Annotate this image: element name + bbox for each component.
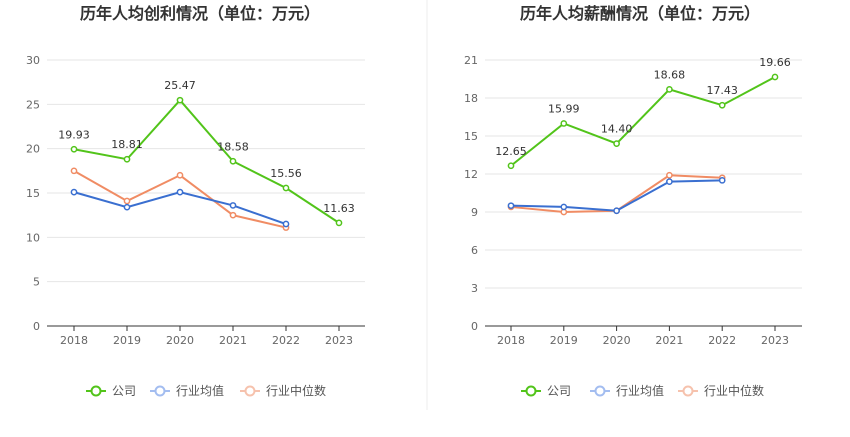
data-label: 11.63: [323, 202, 355, 215]
data-point: [718, 101, 726, 109]
data-point: [123, 197, 131, 205]
x-tick-label: 2018: [497, 334, 525, 347]
data-point: [507, 202, 515, 210]
data-label: 14.40: [601, 123, 633, 136]
x-tick-label: 2022: [272, 334, 300, 347]
profit-chart: 历年人均创利情况（单位：万元） 0 5 10 15 20 25 30 2018 2019 2020…: [26, 4, 365, 347]
y-tick-label: 15: [464, 130, 478, 143]
data-point: [70, 188, 78, 196]
y-tick-label: 15: [26, 187, 40, 200]
x-tick-label: 2020: [603, 334, 631, 347]
legend-marker-icon: [90, 385, 102, 397]
series-line-company: [510, 76, 776, 167]
x-tick-label: 2023: [325, 334, 353, 347]
legend-marker-icon: [682, 385, 694, 397]
legend-marker-icon: [154, 385, 166, 397]
x-tick-label: 2021: [219, 334, 247, 347]
legend-item-company[interactable]: 公司: [521, 384, 571, 398]
data-point: [282, 220, 290, 228]
legend-label: 公司: [547, 384, 571, 398]
legend-label: 行业均值: [176, 383, 224, 398]
y-tick-label: 5: [33, 276, 40, 289]
data-label: 18.68: [654, 68, 686, 81]
series-line-company: [73, 98, 340, 224]
y-tick-label: 21: [464, 54, 478, 67]
legend-marker-icon: [244, 385, 256, 397]
chart-title: 历年人均创利情况（单位：万元）: [80, 4, 320, 23]
y-tick-label: 0: [33, 320, 40, 333]
x-tick-label: 2019: [113, 334, 141, 347]
salary-chart: 历年人均薪酬情况（单位：万元） 0 3 6 9 12 15 18 21 2018 2019 2020…: [464, 4, 802, 347]
y-tick-label: 6: [471, 244, 478, 257]
data-label: 19.66: [759, 56, 791, 69]
legend-item-industry-mean[interactable]: 行业均值: [590, 383, 664, 398]
data-point: [507, 162, 515, 170]
data-label: 19.93: [58, 128, 90, 141]
x-tick-label: 2019: [550, 334, 578, 347]
y-tick-label: 0: [471, 320, 478, 333]
legend-label: 行业中位数: [704, 383, 764, 398]
y-tick-label: 25: [26, 98, 40, 111]
data-label: 12.65: [495, 145, 527, 158]
data-point: [560, 203, 568, 211]
chart-title: 历年人均薪酬情况（单位：万元）: [520, 4, 760, 23]
legend: 公司 行业均值 行业中位数: [521, 383, 764, 398]
data-point: [229, 157, 237, 165]
x-tick-label: 2021: [655, 334, 683, 347]
data-point: [666, 178, 673, 185]
x-tick-label: 2020: [166, 334, 194, 347]
y-tick-label: 20: [26, 143, 40, 156]
legend-item-company[interactable]: 公司: [86, 384, 136, 398]
y-tick-label: 30: [26, 54, 40, 67]
data-point: [335, 219, 343, 227]
legend-item-industry-mean[interactable]: 行业均值: [150, 383, 224, 398]
y-tick-label: 10: [26, 231, 40, 244]
legend-item-industry-median[interactable]: 行业中位数: [240, 383, 326, 398]
data-label: 25.47: [164, 79, 196, 92]
data-point: [560, 120, 568, 127]
data-point: [70, 167, 78, 175]
data-label: 18.58: [217, 140, 249, 153]
data-label: 17.43: [706, 84, 738, 97]
x-tick-label: 2018: [60, 334, 88, 347]
data-label: 18.81: [111, 138, 143, 151]
data-label: 15.99: [548, 102, 580, 115]
data-point: [613, 207, 620, 215]
data-point: [282, 184, 290, 192]
legend-item-industry-median[interactable]: 行业中位数: [678, 383, 764, 398]
data-point: [176, 188, 184, 196]
data-label: 15.56: [270, 167, 302, 180]
series-line-industry-median: [73, 169, 287, 229]
legend-label: 行业均值: [616, 383, 664, 398]
y-tick-label: 3: [471, 282, 478, 295]
data-point: [613, 140, 620, 147]
x-tick-label: 2022: [708, 334, 736, 347]
data-point: [771, 73, 779, 81]
data-point: [176, 96, 184, 104]
series-line-industry-mean: [510, 179, 723, 212]
legend-marker-icon: [525, 385, 537, 397]
data-point: [666, 86, 673, 93]
y-tick-label: 12: [464, 168, 478, 181]
data-point: [229, 202, 237, 209]
data-point: [176, 171, 184, 179]
x-tick-label: 2023: [761, 334, 789, 347]
y-tick-label: 9: [471, 206, 478, 219]
data-point: [666, 171, 673, 179]
y-tick-label: 18: [464, 92, 478, 105]
data-point: [229, 211, 237, 219]
data-point: [123, 203, 131, 211]
legend: 公司 行业均值 行业中位数: [86, 383, 326, 398]
data-point: [718, 176, 726, 184]
legend-label: 行业中位数: [266, 383, 326, 398]
legend-label: 公司: [112, 384, 136, 398]
data-point: [123, 155, 131, 163]
data-point: [70, 145, 78, 153]
legend-marker-icon: [594, 385, 606, 397]
